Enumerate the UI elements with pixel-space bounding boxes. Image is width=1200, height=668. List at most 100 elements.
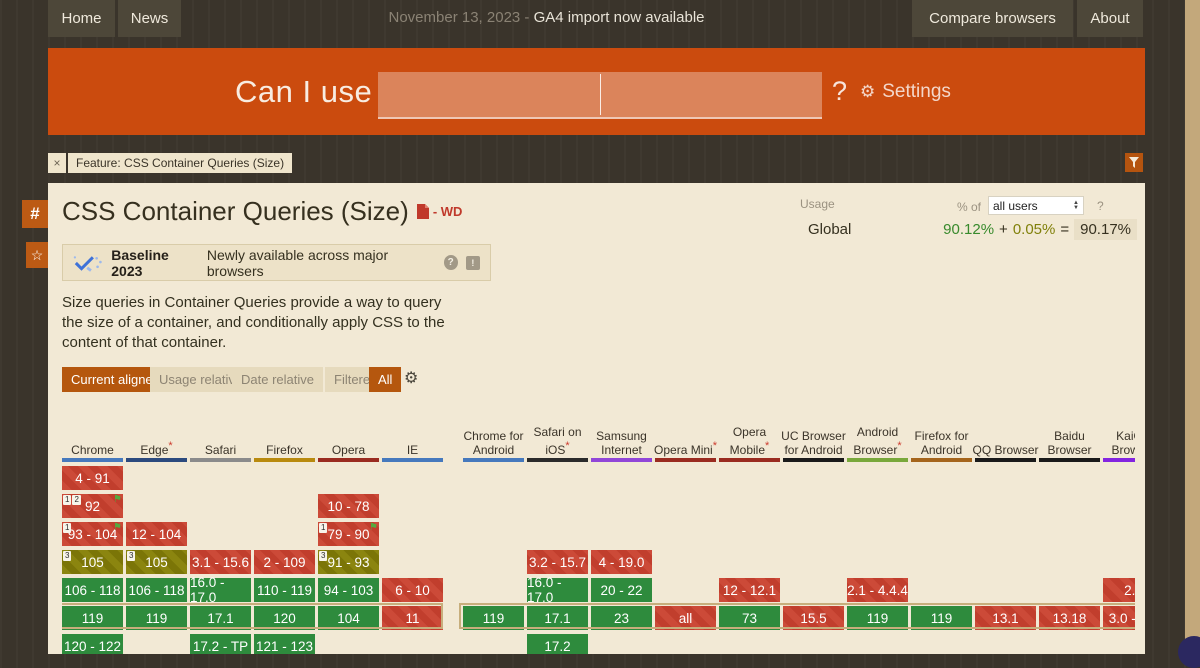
support-cell[interactable]: 12 - 12.1 [719,578,780,602]
funnel-icon [1129,157,1139,168]
support-cell[interactable]: 79 - 90 1 ⚑ [318,522,379,546]
support-cell[interactable]: 119 [463,606,524,630]
support-cell[interactable]: 2 - 109 [254,550,315,574]
version-range: 73 [741,610,758,626]
tab-date-relative[interactable]: Date relative [232,367,323,392]
search-box [378,72,822,119]
browser-brand-bar [463,458,524,462]
browser-brand-bar [318,458,379,462]
percent-of-label: % of [957,200,982,214]
browser-column-ie: IE 6 - 10 11 [382,392,443,630]
browser-name: Chrome for Android [463,429,524,458]
plus-sign: + [999,221,1008,238]
support-cell[interactable]: 106 - 118 [62,578,123,602]
browser-brand-bar [719,458,780,462]
browser-brand-bar [783,458,844,462]
tab-all[interactable]: All [369,367,402,392]
support-cell[interactable]: 106 - 118 [126,578,187,602]
usage-select-value: all users [993,198,1038,213]
version-range: 104 [337,610,360,626]
support-cell[interactable]: 121 - 123 [254,634,315,654]
support-cell[interactable]: 13.18 [1039,606,1100,630]
support-cell[interactable]: 4 - 91 [62,466,123,490]
support-cell[interactable]: 3.2 - 15.7 [527,550,588,574]
support-cell[interactable]: 93 - 104 1 ⚑ [62,522,123,546]
feature-description: Size queries in Container Queries provid… [62,294,445,351]
support-cell[interactable]: 6 - 10 [382,578,443,602]
support-cell[interactable]: 105 3 [126,550,187,574]
browser-brand-bar [254,458,315,462]
baseline-text: Newly available across major browsers [206,246,389,279]
usage-select[interactable]: all users ▲ ▼ [988,196,1084,215]
support-cell[interactable]: 20 - 22 [591,578,652,602]
support-cell[interactable]: 119 [126,606,187,630]
nav-home-button[interactable]: Home [48,0,115,37]
support-cell[interactable]: 4 - 19.0 [591,550,652,574]
browser-name: Opera Mobile* [729,425,770,458]
support-cell[interactable]: 120 [254,606,315,630]
support-cell[interactable]: 12 - 104 [126,522,187,546]
support-cell[interactable]: 11 [382,606,443,630]
version-range: 13.1 [992,610,1019,626]
filter-button[interactable] [1125,153,1143,172]
support-cell[interactable]: 13.1 [975,606,1036,630]
nav-home-label: Home [61,10,102,27]
support-cell[interactable]: 10 - 78 [318,494,379,518]
support-cell[interactable]: 2.1 - 4.4.4 [847,578,908,602]
feature-tag-close-icon[interactable]: × [48,153,66,173]
usage-help-icon[interactable]: ? [1097,199,1104,213]
support-cell[interactable]: 17.1 [190,606,251,630]
browser-brand-bar [591,458,652,462]
feature-tag: Feature: CSS Container Queries (Size) [68,153,293,173]
support-cell[interactable]: 16.0 - 17.0 [527,575,588,605]
support-cell[interactable]: 119 [911,606,972,630]
version-range: 105 [145,554,168,570]
browser-name: Opera Mini* [654,440,717,458]
baseline-feedback-icon[interactable]: ! [465,255,480,270]
anchor-link-button[interactable]: # [22,200,48,228]
support-cell[interactable]: 94 - 103 [318,578,379,602]
table-settings-gear-icon[interactable]: ⚙ [404,370,419,387]
spec-status[interactable]: - WD [416,204,462,219]
support-cell[interactable]: 17.2 - TP [190,634,251,654]
support-cell[interactable]: 3.0 - 3.1 [1103,606,1135,630]
support-cell[interactable]: 110 - 119 [254,578,315,602]
support-cell[interactable]: 3.1 - 15.6 [190,550,251,574]
support-cell[interactable]: 17.2 [527,634,588,654]
note-numbers: 3 [319,551,328,561]
nav-about-button[interactable]: About [1077,0,1143,37]
browser-column-firefox-for-android: Firefox for Android 119 [911,392,972,630]
support-cell[interactable]: 104 [318,606,379,630]
version-range: all [678,610,693,626]
baseline-help-icon[interactable]: ? [443,255,458,270]
nav-compare-browsers-button[interactable]: Compare browsers [912,0,1073,37]
usage-note-asterisk: * [765,440,770,453]
support-cell[interactable]: 120 - 122 [62,634,123,654]
support-cell[interactable]: 16.0 - 17.0 [190,575,251,605]
version-range: 13.18 [1052,610,1087,626]
settings-button[interactable]: ⚙ Settings [860,48,951,135]
support-cell[interactable]: all [655,606,716,630]
support-cell[interactable]: 17.1 [527,606,588,630]
version-range: 12 - 104 [131,526,182,542]
version-range: 119 [866,610,889,626]
spec-document-icon [416,204,429,219]
favorite-star-button[interactable]: ☆ [26,242,48,268]
browser-name: Opera [331,443,366,458]
news-banner[interactable]: November 13, 2023 - GA4 import now avail… [181,9,912,26]
support-cell[interactable]: 91 - 93 3 [318,550,379,574]
browser-brand-bar [911,458,972,462]
browser-column-safari-on-ios: Safari on iOS* 3.2 - 15.7 16.0 - 17.0 17.1 1… [527,392,588,654]
support-cell[interactable]: 92 1 2 ⚑ [62,494,123,518]
support-cell[interactable]: 2.5 [1103,578,1135,602]
nav-news-button[interactable]: News [118,0,181,37]
gear-icon: ⚙ [860,81,876,101]
support-cell[interactable]: 15.5 [783,606,844,630]
support-cell[interactable]: 73 [719,606,780,630]
support-cell[interactable]: 119 [847,606,908,630]
support-cell[interactable]: 119 [62,606,123,630]
support-cell[interactable]: 23 [591,606,652,630]
browser-column-chrome: Chrome 4 - 91 92 1 2 ⚑ 93 - 104 1 ⚑ 105 3 106 - 118… [62,392,123,654]
support-cell[interactable]: 105 3 [62,550,123,574]
browser-column-kaios-browser: KaiOS Browser 2.5 3.0 - 3.1 [1103,392,1135,630]
